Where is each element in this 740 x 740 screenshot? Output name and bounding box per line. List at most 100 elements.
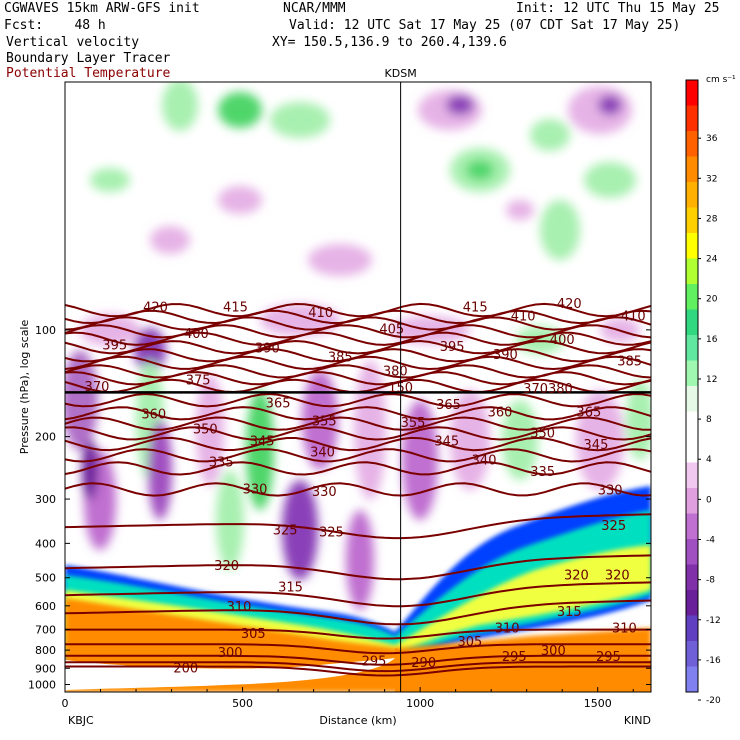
colorbar-swatch (686, 80, 698, 106)
isentrope-label: 390 (255, 341, 280, 356)
isentrope-315 (65, 581, 651, 608)
colorbar-swatch (686, 309, 698, 336)
init-time: Init: 12 UTC Thu 15 May 25 (516, 1, 720, 16)
colorbar-swatch (686, 182, 698, 208)
isentrope-label: 295 (502, 650, 527, 665)
colorbar-swatch (686, 666, 698, 693)
station-marker-label: KDSM (385, 67, 417, 80)
cross-section-endpoints: XY= 150.5,136.9 to 260.4,139.6 (272, 35, 507, 50)
isentrope-300 (65, 643, 651, 655)
y-axis-label: Pressure (hPa), log scale (18, 320, 31, 455)
isentrope-label: 375 (186, 373, 211, 388)
colorbar-swatch (686, 105, 698, 132)
isentrope-label: 415 (223, 301, 248, 316)
isentrope-335 (65, 461, 651, 476)
isentrope-label: 300 (541, 644, 566, 659)
isentrope-label: 370380 (523, 382, 573, 397)
field-vertical-velocity: Vertical velocity (6, 35, 140, 50)
isentrope-label: 290 (411, 656, 436, 671)
isentrope-label: 365 (266, 396, 291, 411)
isentrope-label: 365 (576, 406, 601, 421)
colorbar-tick-label: 32 (706, 174, 717, 184)
isentrope-label: 305 (457, 635, 482, 650)
colorbar-swatch (686, 156, 698, 183)
isentrope-label: 380 (383, 364, 408, 379)
isentrope-label: 350 (193, 423, 218, 438)
isentrope-label: 360 (141, 407, 166, 422)
y-tick-label: 1000 (28, 678, 56, 691)
isentrope-310 (65, 599, 651, 626)
y-tick-label: 700 (35, 624, 56, 637)
colorbar-swatch (686, 615, 698, 642)
colorbar-swatch (686, 360, 698, 387)
colorbar-swatch (686, 335, 698, 361)
isentrope-label: 395 (440, 340, 465, 355)
colorbar-swatch (686, 258, 698, 285)
isentrope-395 (65, 339, 651, 355)
plot-frame (64, 81, 652, 693)
distance-axis: 0 500 1000 1500 (62, 687, 634, 710)
potential-temperature-contours (65, 302, 651, 677)
isentrope-label: 410 (621, 309, 646, 324)
colorbar-tick-label: 0 (706, 495, 712, 505)
x-tick-label: 500 (232, 697, 253, 710)
isentrope-label: 410 (308, 306, 333, 321)
isentrope-360 (65, 406, 651, 421)
colorbar: 36 32 28 24 20 16 12 8 4 0 -4 -8 -12 -16 -20 (685, 79, 721, 706)
isentrope-label: 200 (173, 661, 198, 676)
colorbar-tick-label: -16 (706, 656, 721, 666)
colorbar-tick-label: -4 (706, 536, 715, 546)
isentrope-label: 310 (612, 621, 637, 636)
isentrope-200 (65, 665, 651, 677)
isentrope-label: 335 (530, 465, 555, 480)
colorbar-tick-label: 20 (706, 295, 718, 305)
isentrope-345 (65, 436, 651, 452)
isentrope-380 (65, 364, 651, 379)
isentrope-label: 400 (184, 327, 209, 342)
isentrope-label: 420 (557, 297, 582, 312)
isentrope-label: 340 (472, 453, 497, 468)
colorbar-tick-label: 36 (706, 134, 718, 144)
isentrope-label: 405 (379, 322, 404, 337)
model-title: CGWAVES 15km ARW-GFS init (4, 1, 200, 16)
colorbar-swatch (686, 284, 698, 310)
colorbar-tick-label: 24 (706, 255, 718, 265)
colorbar-tick-label: 4 (706, 455, 712, 465)
isentrope-label: 315 (557, 605, 582, 620)
x-tick-label: 0 (62, 697, 69, 710)
isentrope-320 (65, 554, 651, 581)
isentrope-label: 395 (102, 339, 127, 354)
isentrope-label: 355 (312, 414, 337, 429)
isentrope-label: 350 (530, 427, 555, 442)
isentrope-label: 305 (241, 627, 266, 642)
x-tick-label: 1000 (406, 697, 434, 710)
colorbar-swatch (686, 207, 698, 234)
isentrope-label: 410 (511, 309, 536, 324)
isentrope-label: 310 (227, 600, 252, 615)
isentrope-295 (65, 654, 651, 666)
isentrope-365 (65, 392, 651, 408)
organization: NCAR/MMM (283, 1, 346, 16)
isentrope-label: 385 (328, 351, 353, 366)
colorbar-swatch (686, 462, 698, 489)
y-tick-label: 200 (35, 431, 56, 444)
isentrope-label: 330 (243, 482, 268, 497)
isentrope-340 (65, 448, 651, 463)
isentrope-label: 315 (278, 581, 303, 596)
isentrope-label: 365 (436, 398, 461, 413)
isentrope-label: 420 (143, 301, 168, 316)
isentrope-label: 310 (495, 621, 520, 636)
forecast-hour: Fcst: 48 h (4, 18, 106, 33)
colorbar-tick-label: 12 (706, 375, 717, 385)
y-tick-label: 900 (35, 662, 56, 675)
colorbar-tick-label: -8 (706, 576, 715, 586)
colorbar-swatch (686, 233, 698, 259)
isentrope-305 (65, 628, 651, 640)
colorbar-swatch (686, 513, 698, 540)
isentrope-415 (65, 309, 651, 325)
colorbar-swatch (686, 131, 698, 157)
colorbar-tick-label: -12 (706, 616, 721, 626)
field-boundary-layer-tracer: Boundary Layer Tracer (6, 51, 171, 66)
y-tick-label: 100 (35, 324, 56, 337)
